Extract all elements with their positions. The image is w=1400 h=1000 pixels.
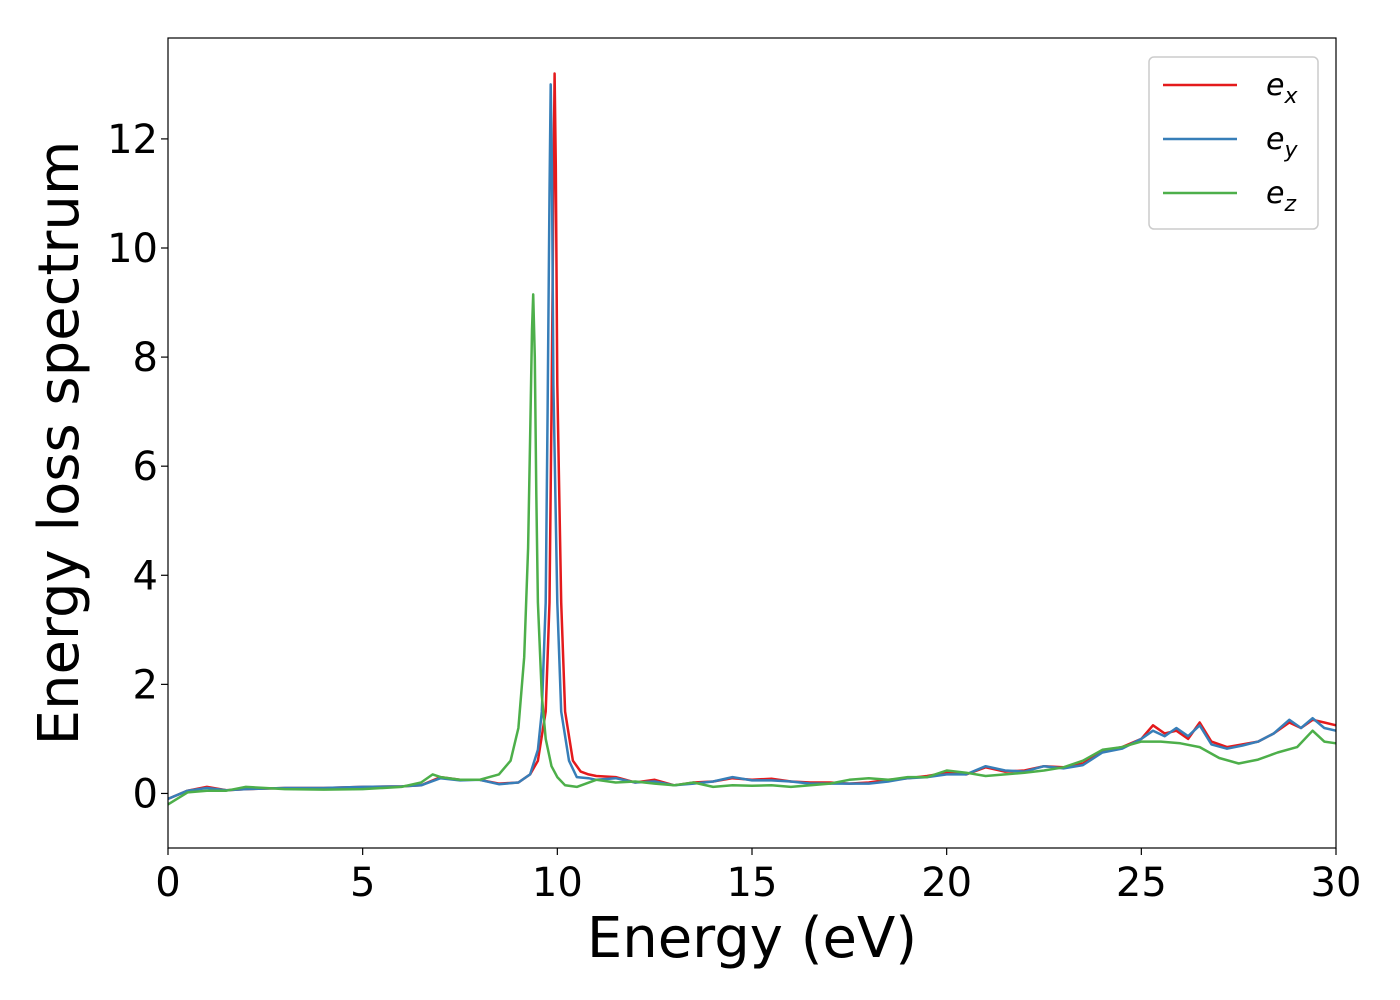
legend-box: [1148, 56, 1319, 230]
x-axis: 0 5 10 15 20 25 30: [155, 848, 1361, 906]
y-tick-label: 8: [133, 335, 158, 381]
y-tick-label: 12: [107, 117, 158, 163]
legend-label-x: ex: [1266, 68, 1298, 109]
series-line-z: [167, 293, 1337, 806]
plot-area: [168, 38, 1336, 848]
x-tick-label: 25: [1116, 860, 1167, 906]
x-tick-label: 5: [350, 860, 375, 906]
x-tick-label: 0: [155, 860, 180, 906]
x-tick-label: 10: [532, 860, 583, 906]
legend-label-z: ez: [1266, 176, 1296, 217]
y-axis-label: Energy loss spectrum: [27, 141, 92, 746]
y-axis: 0 2 4 6 8 10 12: [107, 117, 168, 817]
y-tick-label: 2: [133, 662, 158, 708]
y-tick-label: 4: [133, 553, 158, 599]
x-tick-label: 30: [1311, 860, 1362, 906]
y-tick-label: 6: [133, 444, 158, 490]
x-axis-label: Energy (eV): [587, 906, 917, 971]
legend-label-y: ey: [1266, 122, 1298, 163]
y-tick-label: 10: [107, 226, 158, 272]
y-tick-label: 0: [133, 771, 158, 817]
series-lines: [167, 72, 1337, 806]
x-tick-label: 15: [727, 860, 778, 906]
x-tick-label: 20: [921, 860, 972, 906]
legend: ex ey ez: [1148, 56, 1319, 230]
